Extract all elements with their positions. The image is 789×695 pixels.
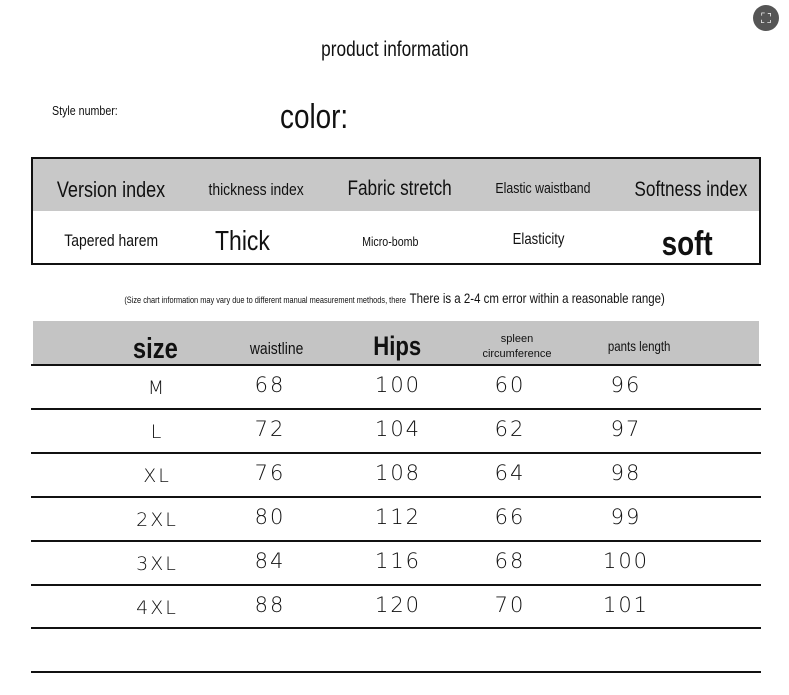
table-cell: 68 bbox=[494, 549, 526, 573]
row-divider bbox=[31, 452, 761, 454]
table-cell: 88 bbox=[254, 593, 286, 617]
style-number-text: Style number: bbox=[52, 103, 118, 118]
fabric-header: Version index bbox=[56, 177, 166, 202]
fabric-value: Elasticity bbox=[513, 231, 565, 248]
table-cell: 101 bbox=[602, 593, 650, 617]
table-cell: M bbox=[147, 377, 167, 399]
size-header: size bbox=[132, 333, 178, 365]
table-cell: 96 bbox=[610, 373, 642, 397]
fabric-value: Micro-bomb bbox=[361, 234, 419, 249]
row-divider bbox=[31, 408, 761, 410]
size-header: waistline bbox=[250, 339, 304, 358]
table-cell: 120 bbox=[374, 593, 422, 617]
fabric-header: thickness index bbox=[208, 180, 304, 199]
table-cell: 62 bbox=[494, 417, 526, 441]
row-divider bbox=[31, 671, 761, 673]
size-header: pants length bbox=[607, 338, 671, 354]
table-cell: 84 bbox=[254, 549, 286, 573]
fabric-table: Version index thickness index Fabric str… bbox=[31, 157, 761, 265]
table-cell: 100 bbox=[602, 549, 650, 573]
measurement-note: (Size chart information may vary due to … bbox=[0, 290, 789, 308]
table-cell: L bbox=[150, 421, 164, 443]
table-cell: 4XL bbox=[136, 597, 178, 619]
row-divider bbox=[31, 364, 761, 366]
color-label: color: bbox=[280, 98, 363, 137]
row-divider bbox=[31, 496, 761, 498]
fabric-header-row bbox=[33, 159, 759, 211]
size-header: spleen circumference bbox=[482, 333, 552, 360]
expand-icon[interactable]: ⛶ bbox=[753, 5, 779, 31]
table-cell: 112 bbox=[374, 505, 422, 529]
title-text: product information bbox=[320, 38, 469, 61]
fabric-header: Elastic waistband bbox=[495, 180, 591, 197]
table-cell: 98 bbox=[610, 461, 642, 485]
row-divider bbox=[31, 540, 761, 542]
table-cell: 72 bbox=[254, 417, 286, 441]
table-cell: 76 bbox=[254, 461, 286, 485]
fabric-value: Thick bbox=[214, 225, 270, 256]
table-cell: 60 bbox=[494, 373, 526, 397]
page-title: product information bbox=[0, 38, 789, 62]
table-cell: 97 bbox=[610, 417, 642, 441]
note-large: There is a 2-4 cm error within a reasona… bbox=[409, 290, 665, 306]
size-header: Hips bbox=[373, 331, 421, 361]
table-cell: 99 bbox=[610, 505, 642, 529]
table-cell: 64 bbox=[494, 461, 526, 485]
fabric-value: Tapered harem bbox=[64, 231, 158, 250]
size-table-header: size waistline Hips spleen circumference… bbox=[33, 321, 759, 365]
table-cell: XL bbox=[143, 465, 171, 487]
fabric-header: Fabric stretch bbox=[347, 177, 453, 200]
table-cell: 116 bbox=[374, 549, 422, 573]
table-cell: 3XL bbox=[136, 553, 178, 575]
note-small: (Size chart information may vary due to … bbox=[124, 295, 406, 305]
table-cell: 66 bbox=[494, 505, 526, 529]
style-number-label: Style number: bbox=[52, 103, 132, 118]
table-cell: 68 bbox=[254, 373, 286, 397]
fabric-value: soft bbox=[661, 225, 713, 263]
table-cell: 80 bbox=[254, 505, 286, 529]
table-cell: 108 bbox=[374, 461, 422, 485]
row-divider bbox=[31, 627, 761, 629]
row-divider bbox=[31, 584, 761, 586]
table-cell: 104 bbox=[374, 417, 422, 441]
table-cell: 2XL bbox=[136, 509, 178, 531]
table-cell: 100 bbox=[374, 373, 422, 397]
fabric-header: Softness index bbox=[634, 178, 748, 201]
table-cell: 70 bbox=[494, 593, 526, 617]
color-text: color: bbox=[280, 98, 349, 136]
